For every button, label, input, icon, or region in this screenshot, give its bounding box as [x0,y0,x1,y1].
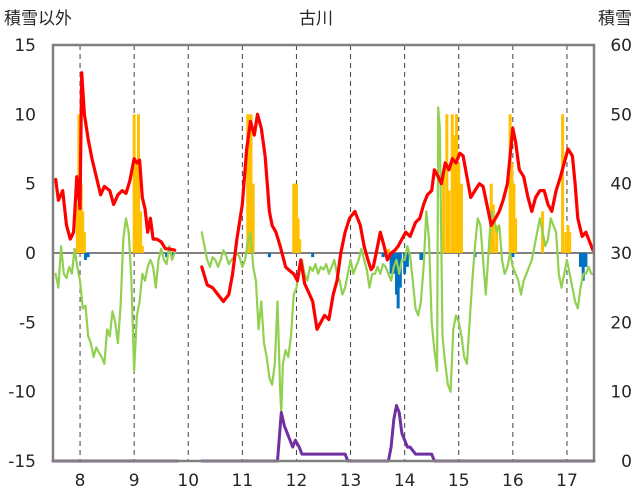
bar-negative [165,253,169,258]
bar-positive [132,114,136,253]
right-axis-title: 積雪 [598,9,632,29]
bar-negative [581,253,585,281]
bar-positive [251,183,255,253]
bar-positive [79,183,83,253]
bar-positive [495,225,499,253]
bar-positive [459,183,463,253]
bar-negative [381,253,385,258]
bar-positive [455,114,459,253]
bar-negative [86,253,90,258]
bar-positive [75,204,79,253]
bar-positive [82,232,86,253]
right-y-tick-label: 20 [610,313,632,333]
bar-positive [249,114,253,253]
bar-positive [457,162,461,253]
x-tick-label: 12 [286,471,308,491]
right-y-tick-label: 60 [610,36,632,56]
bar-positive [139,211,143,253]
bar-positive [568,232,572,253]
x-tick-label: 14 [394,471,416,491]
bar-positive [447,190,451,253]
tick-labels: 8 9 10 11 12 13 14 15 16 17 -15 -10 -5 0 5 10 15 0 10 20 30 4… [8,36,632,491]
left-y-tick-label: -15 [8,452,36,472]
bar-positive [298,239,302,253]
bar-negative [419,253,423,260]
bar-positive [512,183,516,253]
left-y-tick-label: 5 [25,175,36,195]
plot-border [51,43,596,463]
bar-positive [450,114,454,253]
bar-positive [246,114,250,253]
bar-negative [405,253,409,267]
bar-positive [564,232,568,253]
bar-positive [135,162,139,253]
left-y-tick-label: 10 [14,105,36,125]
bar-positive [294,183,298,253]
left-y-tick-label: -5 [19,313,36,333]
temperature-line [200,112,595,331]
left-axis-title: 積雪以外 [4,9,72,29]
line-series [51,71,596,463]
right-y-tick-label: 50 [610,105,632,125]
x-tick-label: 16 [502,471,524,491]
bar-positive [292,183,296,253]
right-y-tick-label: 0 [621,452,632,472]
bar-positive [445,114,449,253]
green_series-line [200,106,595,414]
x-tick-label: 8 [75,471,86,491]
x-tick-label: 11 [232,471,254,491]
bar-positive [136,114,140,253]
x-tick-label: 10 [177,471,199,491]
bar-positive [442,169,446,253]
bar-positive [296,218,300,253]
bar-positive [510,162,514,253]
bar-negative [578,253,582,267]
bar-negative [396,253,400,309]
bar-positive [566,225,570,253]
bar-negative [511,253,515,258]
plot-frame [51,43,596,463]
bar-positive [514,218,518,253]
right-y-tick-label: 30 [610,244,632,264]
bar-positive [561,114,565,253]
x-tick-label: 13 [340,471,362,491]
bar-negative [389,253,393,274]
right-y-tick-label: 10 [610,383,632,403]
bar-negative [395,253,399,295]
bar-positive [508,114,512,253]
x-tick-label: 17 [556,471,578,491]
bar-positive [452,135,456,253]
bar-positive [140,246,144,253]
green_series-line [54,217,176,372]
chart-title: 古川 [299,9,333,29]
bar-positive [81,211,85,253]
bar-negative [83,253,87,260]
bar-negative [311,253,315,258]
bar-positive [247,114,251,253]
bar-positive [386,248,390,253]
temperature-line [54,71,177,252]
bar-series [75,114,588,309]
left-y-tick-label: 0 [25,244,36,264]
bar-negative [403,253,407,274]
bar-negative [392,253,396,274]
left-y-tick-label: 15 [14,36,36,56]
bar-negative [267,253,271,258]
right-y-tick-label: 40 [610,175,632,195]
left-y-tick-label: -10 [8,383,36,403]
bar-positive [491,204,495,253]
snow_depth-line [200,404,596,463]
bar-negative [584,253,588,267]
x-tick-label: 15 [448,471,470,491]
x-tick-label: 9 [129,471,140,491]
